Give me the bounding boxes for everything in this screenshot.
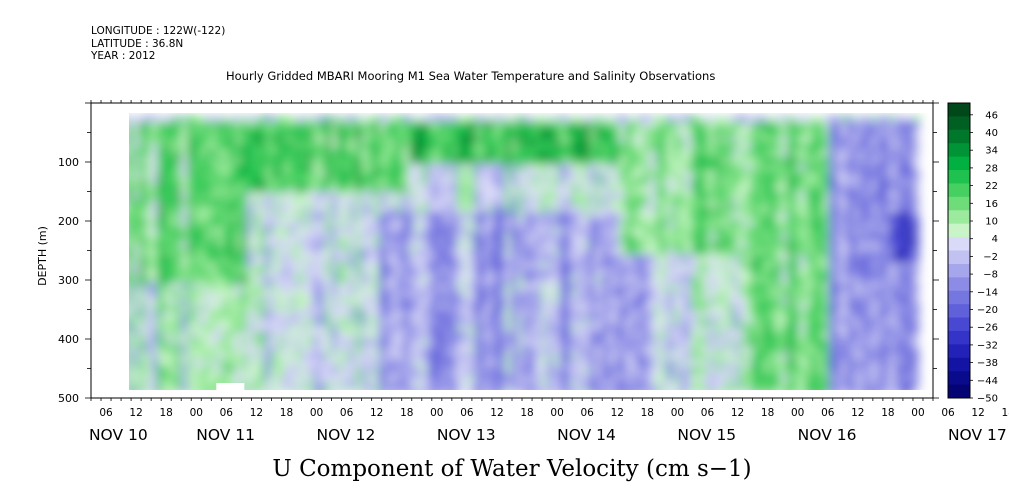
- x-day-label: NOV 10: [89, 426, 148, 444]
- x-day-label: NOV 12: [317, 426, 376, 444]
- colorbar-label: −2: [983, 252, 998, 263]
- x-day-label: NOV 15: [677, 426, 736, 444]
- x-hour-tick-label: 06: [460, 407, 474, 419]
- y-tick-label: 100: [58, 156, 79, 169]
- colorbar-swatch: [948, 196, 970, 211]
- colorbar-label: −20: [977, 305, 998, 316]
- axes: 06 12 18 00 06 12 18 00 06 12 18 00 06 12 18 00 06 12 18 00…: [58, 100, 1009, 444]
- x-hour-tick-label: 00: [190, 407, 203, 419]
- x-hour-tick-label: 18: [1001, 407, 1009, 419]
- x-day-label: NOV 13: [437, 426, 496, 444]
- colorbar-label: −26: [977, 323, 998, 334]
- x-hour-tick-label: 06: [99, 407, 113, 419]
- x-hour-tick-label: 12: [129, 407, 142, 419]
- colorbar-swatch: [948, 103, 970, 117]
- colorbar-swatch: [948, 263, 970, 278]
- x-hour-tick-label: 18: [400, 407, 413, 419]
- x-day-label: NOV 11: [196, 426, 255, 444]
- colorbar-swatch: [948, 210, 970, 225]
- colorbar-swatch: [948, 183, 970, 198]
- colorbar-label: 40: [985, 128, 998, 139]
- colorbar-swatch: [948, 277, 970, 292]
- chart-title: Hourly Gridded MBARI Mooring M1 Sea Wate…: [226, 69, 716, 83]
- colorbar-swatch: [948, 237, 970, 251]
- longitude-label: LONGITUDE : 122W(-122): [91, 25, 226, 37]
- x-hour-tick-label: 06: [220, 407, 234, 419]
- colorbar-swatch: [948, 344, 970, 359]
- x-hour-tick-label: 00: [911, 407, 924, 419]
- x-hour-tick-label: 12: [731, 407, 744, 419]
- colorbar-swatch: [948, 143, 970, 158]
- x-hour-tick-label: 06: [941, 407, 955, 419]
- x-hour-tick-label: 12: [971, 407, 984, 419]
- colorbar-label: 28: [985, 163, 998, 174]
- colorbar-swatch: [948, 290, 970, 305]
- latitude-label: LATITUDE : 36.8N: [91, 37, 184, 50]
- colorbar-label: −14: [977, 287, 998, 298]
- x-hour-tick-label: 18: [881, 407, 894, 419]
- colorbar-swatch: [948, 223, 970, 238]
- x-hour-tick-label: 06: [580, 407, 594, 419]
- colorbar-label: −32: [977, 340, 998, 351]
- colorbar-swatch: [948, 156, 970, 171]
- x-hour-tick-label: 18: [641, 407, 654, 419]
- x-hour-tick-label: 06: [340, 407, 354, 419]
- colorbar-swatch: [948, 357, 970, 372]
- colorbar: 46 40 34 28 22 16 10 4 −2 −8 −14 −20 −26 −32 −38 −44 −50: [947, 102, 998, 405]
- colorbar-label: 4: [992, 234, 998, 245]
- x-hour-tick-label: 18: [159, 407, 172, 419]
- y-tick-label: 500: [58, 392, 79, 405]
- colorbar-label: 10: [985, 217, 998, 228]
- x-day-label: NOV 17: [948, 426, 1007, 444]
- x-hour-tick-label: 00: [791, 407, 804, 419]
- x-hour-tick-label: 12: [851, 407, 864, 419]
- x-hour-tick-label: 12: [611, 407, 624, 419]
- x-hour-tick-label: 12: [250, 407, 263, 419]
- colorbar-label: 46: [985, 110, 998, 121]
- colorbar-swatch: [948, 170, 970, 184]
- colorbar-swatch: [948, 384, 970, 399]
- colorbar-swatch: [948, 116, 970, 131]
- x-hour-tick-label: 18: [520, 407, 533, 419]
- y-tick-label: 200: [58, 215, 79, 228]
- x-axis-label: U Component of Water Velocity (cm s−1): [272, 456, 751, 482]
- colorbar-label: −8: [983, 270, 998, 281]
- x-hour-tick-label: 00: [430, 407, 443, 419]
- colorbar-label: −38: [977, 358, 998, 369]
- colorbar-label: 22: [985, 181, 998, 192]
- x-hour-tick-label: 12: [490, 407, 503, 419]
- colorbar-swatch: [948, 317, 970, 332]
- x-day-label: NOV 16: [798, 426, 857, 444]
- x-hour-tick-label: 00: [671, 407, 684, 419]
- x-hour-tick-label: 00: [550, 407, 563, 419]
- y-tick-label: 400: [58, 333, 79, 346]
- x-hour-tick-label: 18: [280, 407, 293, 419]
- colorbar-label: 34: [985, 146, 998, 157]
- y-axis-label: DEPTH (m): [36, 226, 49, 286]
- heatmap-field: [129, 114, 921, 390]
- colorbar-label: −50: [977, 394, 998, 405]
- colorbar-swatch: [948, 371, 970, 386]
- x-hour-tick-label: 12: [370, 407, 383, 419]
- x-hour-tick-label: 06: [821, 407, 835, 419]
- x-day-label: NOV 14: [557, 426, 616, 444]
- colorbar-swatch: [948, 330, 970, 345]
- colorbar-label: −44: [977, 376, 998, 387]
- colorbar-swatch: [948, 250, 970, 265]
- metadata-block: LONGITUDE : 122W(-122) LATITUDE : 36.8N …: [91, 25, 225, 63]
- colorbar-swatch: [948, 129, 970, 144]
- x-hour-tick-label: 18: [761, 407, 774, 419]
- x-hour-tick-label: 06: [701, 407, 715, 419]
- year-label: YEAR : 2012: [91, 50, 156, 62]
- colorbar-label: 16: [985, 199, 998, 210]
- x-hour-tick-label: 00: [310, 407, 323, 419]
- y-tick-label: 300: [58, 274, 79, 287]
- colorbar-swatch: [948, 304, 970, 319]
